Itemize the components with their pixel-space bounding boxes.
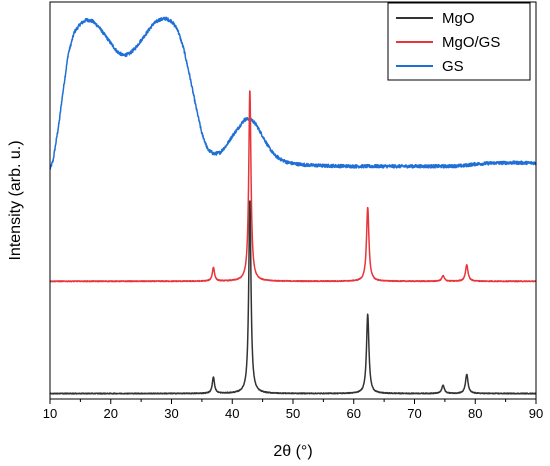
x-tick-label: 70 bbox=[407, 406, 421, 421]
x-tick-label: 80 bbox=[468, 406, 482, 421]
series-line-mgo-gs bbox=[49, 90, 537, 283]
x-tick-label: 60 bbox=[347, 406, 361, 421]
legend-label: MgO bbox=[442, 10, 475, 27]
legend-label: GS bbox=[442, 58, 464, 75]
x-axis-label: 2θ (°) bbox=[273, 443, 312, 460]
x-tick-label: 30 bbox=[164, 406, 178, 421]
y-axis-label: Intensity (arb. u.) bbox=[7, 140, 24, 260]
plot-area bbox=[49, 16, 537, 395]
legend: MgO MgO/GS GS bbox=[387, 2, 531, 81]
x-tick-label: 40 bbox=[225, 406, 239, 421]
series-line-mgo bbox=[49, 200, 537, 395]
x-tick-label: 50 bbox=[286, 406, 300, 421]
series-line-gs bbox=[49, 16, 537, 170]
x-tick-label: 20 bbox=[104, 406, 118, 421]
x-tick-label: 90 bbox=[529, 406, 543, 421]
legend-label: MgO/GS bbox=[442, 34, 500, 51]
x-tick-label: 10 bbox=[43, 406, 57, 421]
x-axis: 10 20 30 40 50 60 70 80 90 bbox=[43, 399, 543, 421]
